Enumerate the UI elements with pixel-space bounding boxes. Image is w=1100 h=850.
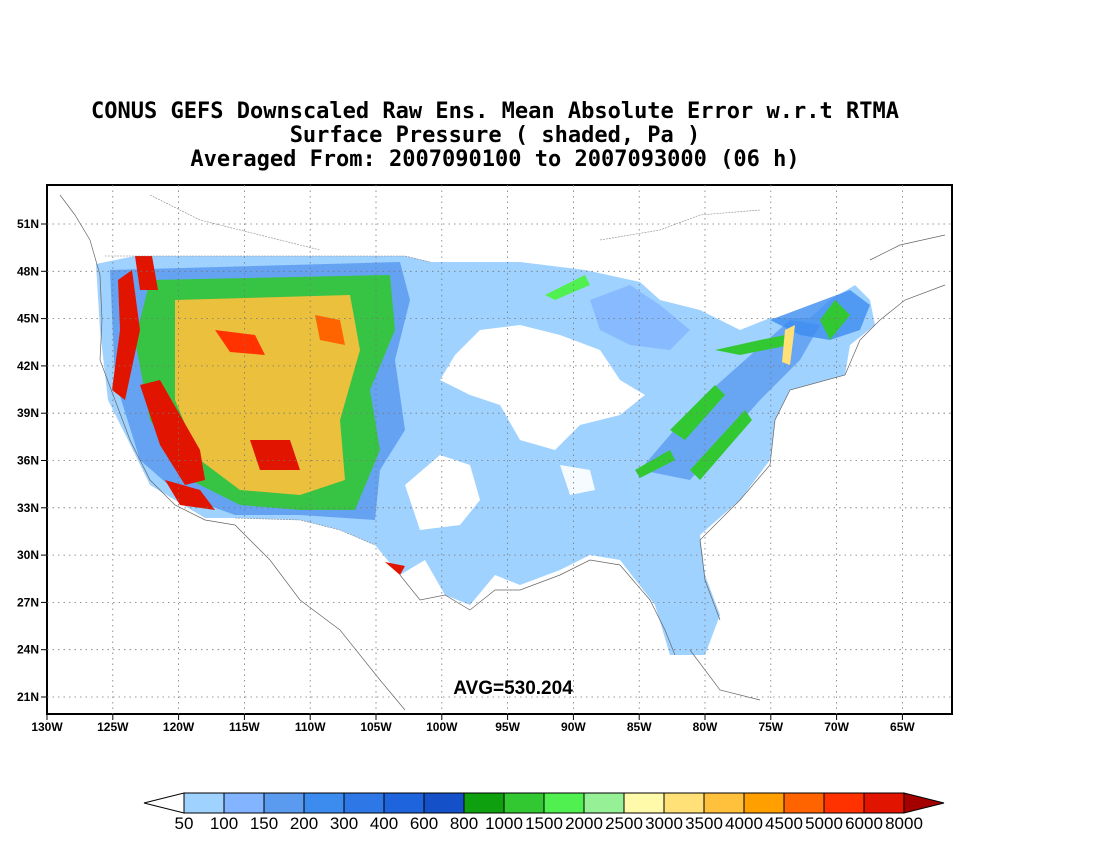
colorbar-cell [663,792,705,814]
lat-tick-label: 33N [17,501,39,515]
gridlines [41,185,952,720]
lat-tick-label: 27N [17,595,39,609]
colorbar-cell [423,792,465,814]
high-error-yellowstone [215,330,265,355]
colorbar-label: 4000 [725,814,763,833]
green-superior [545,275,590,300]
colorbar-cell [863,792,905,814]
colorbar [143,792,945,814]
colorbar-label: 300 [330,814,358,833]
lon-tick-label: 125W [97,720,129,734]
high-error-bighorn [315,315,345,345]
colorbar-label: 2500 [605,814,643,833]
colorbar-label: 4500 [765,814,803,833]
title-line-1: CONUS GEFS Downscaled Raw Ens. Mean Abso… [91,99,899,124]
colorbar-cell [783,792,825,814]
low-error-area-southeast [560,465,595,495]
green-appalachian-1 [670,385,725,440]
colorbar-cell [463,792,505,814]
error-band-northeast [770,290,870,340]
colorbar-cell [823,792,865,814]
lat-tick-label: 30N [17,548,39,562]
colorbar-label: 1000 [485,814,523,833]
lon-tick-label: 110W [295,720,326,734]
colorbar-label: 150 [250,814,278,833]
colorbar-label: 1500 [525,814,563,833]
title-line-2: Surface Pressure ( shaded, Pa ) [289,123,701,148]
lat-tick-label: 39N [17,406,39,420]
low-error-area-plains [440,325,645,450]
coastline-outline [59,194,946,711]
green-northeast [715,335,790,355]
colorbar-label: 800 [450,814,478,833]
high-error-texas-coast [385,562,405,575]
lon-tick-label: 95W [495,720,520,734]
colorbar-above-arrow [903,792,945,814]
longitude-tick-labels: 130W 125W 120W 115W 110W 105W 100W 95W 90W 85W 80W… [31,720,915,734]
lon-tick-label: 105W [360,720,392,734]
lat-tick-label: 24N [17,643,39,657]
colorbar-cell [503,792,545,814]
colorbar-cell [263,792,305,814]
colorbar-below-arrow [143,792,185,814]
colorbar-label: 3500 [685,814,723,833]
lon-tick-label: 100W [426,720,458,734]
colorbar-cell [743,792,785,814]
lat-tick-label: 42N [17,359,39,373]
colorbar-label: 400 [370,814,398,833]
colorbar-cell [223,792,265,814]
colorbar-label: 100 [210,814,238,833]
title-block: CONUS GEFS Downscaled Raw Ens. Mean Abso… [0,100,990,172]
colorbar-cell [183,792,225,814]
lon-tick-label: 115W [229,720,260,734]
avg-annotation: AVG=530.204 [453,678,573,699]
colorbar-cell [623,792,665,814]
lat-tick-label: 48N [17,264,39,278]
high-error-interior [175,295,360,495]
lat-tick-label: 51N [17,217,39,231]
colorbar-label: 50 [175,814,194,833]
colorbar-label: 6000 [845,814,883,833]
colorbar-cell [303,792,345,814]
border-outline [105,194,761,546]
lon-tick-label: 120W [163,720,195,734]
lat-tick-label: 21N [17,690,39,704]
green-new-england [820,300,850,340]
colorbar-cell [583,792,625,814]
colorbar-labels: 50 100 150 200 300 400 600 800 1000 1500 2000 2500 3… [175,814,923,833]
error-band-great-lakes [590,285,690,350]
lon-tick-label: 130W [31,720,63,734]
green-appalachian-2 [690,410,752,480]
colorbar-label: 3000 [645,814,683,833]
green-appalachian-3 [635,450,675,478]
title-line-3: Averaged From: 2007090100 to 2007093000 … [190,147,800,172]
high-error-socal [165,480,215,510]
latitude-tick-labels: 51N 48N 45N 42N 39N 36N 33N 30N 27N 24N 21N [17,217,39,704]
yellow-adirondack [782,325,795,365]
colorbar-label: 600 [410,814,438,833]
lon-tick-label: 90W [561,720,586,734]
colorbar-cell [543,792,585,814]
high-error-cascades [112,270,140,400]
lon-tick-label: 85W [627,720,652,734]
colorbar-label: 200 [290,814,318,833]
lon-tick-label: 75W [758,720,783,734]
colorbar-label: 8000 [885,814,923,833]
lon-tick-label: 80W [693,720,718,734]
high-error-northern-rockies [135,256,158,290]
colorbar-label: 5000 [805,814,843,833]
high-error-colorado [250,440,300,470]
high-error-sierra [140,380,205,485]
lon-tick-label: 70W [824,720,849,734]
colorbar-cell [383,792,425,814]
low-error-area-texas [405,455,480,530]
lat-tick-label: 36N [17,454,39,468]
lat-tick-label: 45N [17,312,39,326]
lon-tick-label: 65W [890,720,915,734]
colorbar-cell [343,792,385,814]
colorbar-label: 2000 [565,814,603,833]
colorbar-cell [703,792,745,814]
